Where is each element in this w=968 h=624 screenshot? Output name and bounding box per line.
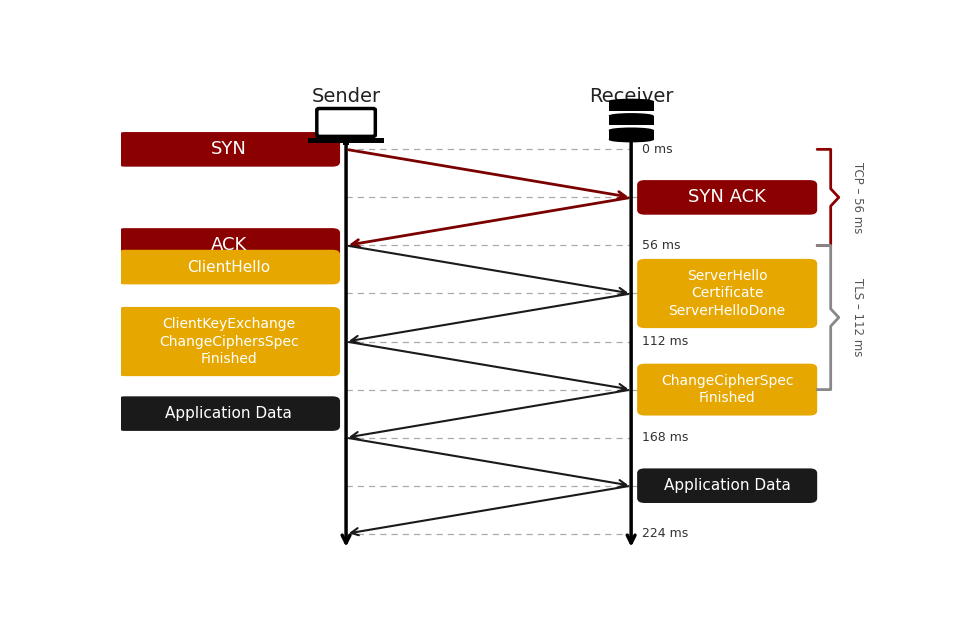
Text: ServerHello
Certificate
ServerHelloDone: ServerHello Certificate ServerHelloDone: [669, 269, 786, 318]
Text: 56 ms: 56 ms: [642, 239, 681, 252]
Ellipse shape: [609, 137, 653, 142]
Text: 168 ms: 168 ms: [642, 431, 688, 444]
Bar: [609, 101, 653, 111]
FancyBboxPatch shape: [637, 180, 817, 215]
Ellipse shape: [609, 113, 653, 119]
Bar: [609, 130, 653, 140]
Bar: [308, 138, 384, 143]
Text: ClientKeyExchange
ChangeCiphersSpec
Finished: ClientKeyExchange ChangeCiphersSpec Fini…: [159, 317, 298, 366]
Text: Application Data: Application Data: [664, 478, 791, 493]
FancyBboxPatch shape: [317, 109, 376, 137]
FancyBboxPatch shape: [117, 250, 340, 285]
Bar: [324, 114, 368, 132]
Bar: [343, 142, 349, 145]
Text: Application Data: Application Data: [166, 406, 292, 421]
FancyBboxPatch shape: [637, 259, 817, 328]
FancyBboxPatch shape: [117, 228, 340, 263]
FancyBboxPatch shape: [117, 132, 340, 167]
Text: TCP – 56 ms: TCP – 56 ms: [851, 162, 864, 233]
Text: SYN: SYN: [211, 140, 247, 158]
Text: Sender: Sender: [312, 87, 380, 106]
Text: ClientHello: ClientHello: [187, 260, 270, 275]
FancyBboxPatch shape: [637, 469, 817, 503]
Text: ChangeCipherSpec
Finished: ChangeCipherSpec Finished: [661, 374, 794, 405]
Text: 84 ms: 84 ms: [642, 287, 681, 300]
Text: 196
ms: 196 ms: [642, 472, 665, 500]
Text: 28 ms: 28 ms: [642, 191, 681, 204]
FancyBboxPatch shape: [117, 396, 340, 431]
Text: SYN ACK: SYN ACK: [688, 188, 766, 207]
FancyBboxPatch shape: [117, 307, 340, 376]
Bar: [609, 115, 653, 125]
FancyBboxPatch shape: [637, 364, 817, 416]
Text: 224 ms: 224 ms: [642, 527, 688, 540]
Text: 112 ms: 112 ms: [642, 335, 688, 348]
Ellipse shape: [609, 99, 653, 104]
Text: Receiver: Receiver: [589, 87, 674, 106]
Text: ACK: ACK: [210, 236, 247, 255]
Ellipse shape: [609, 127, 653, 133]
Text: 140
ms: 140 ms: [642, 376, 665, 404]
Text: 0 ms: 0 ms: [642, 143, 672, 156]
Text: TLS – 112 ms: TLS – 112 ms: [851, 278, 864, 357]
